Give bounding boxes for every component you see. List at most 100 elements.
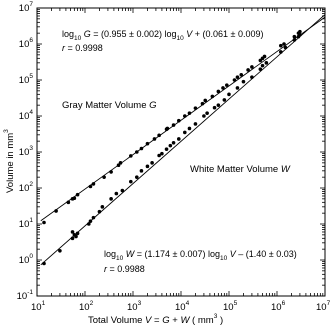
- white-point: [283, 45, 288, 50]
- white-point: [168, 143, 173, 148]
- gray-point: [177, 118, 181, 123]
- y-tick-label: 107: [19, 1, 34, 14]
- white-point: [187, 126, 192, 131]
- axis-ticks: [36, 8, 325, 297]
- white-point: [193, 122, 198, 126]
- white-point: [177, 137, 181, 141]
- y-tick-label: 10-1: [17, 289, 34, 302]
- gray-point: [171, 123, 176, 127]
- white-point: [139, 169, 144, 173]
- gray-point: [298, 29, 302, 34]
- white-point: [205, 111, 209, 115]
- gray-point: [157, 133, 161, 138]
- white-point: [70, 236, 75, 241]
- y-tick-label: 106: [19, 37, 34, 50]
- white-point: [260, 63, 265, 68]
- white-point: [145, 164, 150, 169]
- white-point: [135, 175, 139, 179]
- gray-point: [187, 111, 192, 115]
- gray-point: [279, 43, 283, 48]
- white-point: [222, 98, 227, 102]
- gray-point: [145, 141, 150, 146]
- x-tick-label: 101: [31, 300, 46, 313]
- white-point: [100, 205, 105, 209]
- gray-point: [292, 34, 297, 39]
- white-fit-r: r = 0.9988: [104, 264, 145, 274]
- gray-point: [102, 175, 106, 179]
- white-matter-series-label: White Matter Volume W: [190, 164, 291, 175]
- white-point: [109, 197, 113, 201]
- white-point: [120, 188, 125, 193]
- white-point: [241, 79, 246, 84]
- white-point: [298, 33, 302, 37]
- white-point: [129, 179, 133, 184]
- gray-point: [42, 220, 46, 225]
- x-tick-label: 105: [223, 300, 238, 313]
- gray-point: [200, 101, 205, 106]
- white-point: [150, 161, 154, 165]
- y-tick-labels: 10-1 100 101 102 103 104 105 106 107: [17, 1, 34, 302]
- white-point: [74, 234, 78, 239]
- gray-fit-equation: log10 G = (0.955 ± 0.002) log10 V + (0.0…: [62, 29, 264, 42]
- gray-point: [235, 75, 240, 79]
- gray-point: [75, 192, 80, 197]
- y-tick-label: 100: [19, 253, 34, 266]
- white-point: [42, 261, 46, 266]
- white-point: [58, 249, 62, 253]
- white-point: [227, 92, 231, 97]
- x-tick-label: 107: [316, 300, 330, 313]
- gray-point: [129, 154, 133, 158]
- white-point: [183, 130, 187, 135]
- x-tick-label: 106: [271, 300, 286, 313]
- white-point: [157, 153, 161, 158]
- gray-point: [135, 150, 139, 154]
- white-point: [212, 105, 217, 110]
- x-axis-title: Total Volume V = G + W ( mm3 ): [88, 313, 223, 326]
- x-tick-label: 104: [175, 300, 190, 313]
- gray-point: [262, 54, 267, 59]
- gray-point: [225, 83, 229, 87]
- white-point: [250, 75, 254, 79]
- gray-point: [250, 65, 254, 69]
- gray-point: [203, 98, 208, 103]
- white-point: [292, 38, 297, 42]
- y-tick-label: 104: [19, 109, 34, 122]
- gray-point: [232, 78, 237, 82]
- gray-point: [193, 106, 198, 110]
- gray-point: [221, 86, 225, 90]
- gray-point: [239, 72, 244, 77]
- gray-point: [216, 89, 221, 94]
- white-point: [160, 151, 164, 156]
- gray-point: [91, 182, 96, 186]
- gray-point: [88, 184, 93, 189]
- white-point: [164, 147, 169, 151]
- data-points: [42, 29, 302, 266]
- white-point: [279, 50, 283, 54]
- gray-point: [139, 146, 144, 151]
- gray-fit-r: r = 0.9998: [62, 43, 103, 53]
- y-tick-label: 105: [19, 73, 34, 86]
- white-point: [202, 114, 206, 118]
- gray-point: [54, 209, 58, 213]
- gray-point: [152, 137, 157, 141]
- gray-point: [72, 196, 77, 201]
- gray-matter-series-label: Gray Matter Volume G: [62, 100, 157, 111]
- white-point: [97, 209, 102, 214]
- white-point: [216, 103, 221, 107]
- x-tick-label: 102: [79, 300, 94, 313]
- gray-point: [183, 114, 187, 118]
- white-point: [91, 215, 96, 220]
- x-tick-label: 103: [127, 300, 142, 313]
- y-tick-label: 103: [19, 145, 34, 158]
- white-point: [75, 231, 80, 236]
- white-point: [264, 61, 269, 65]
- gray-point: [165, 126, 170, 131]
- white-point: [70, 230, 75, 234]
- gray-point: [282, 42, 286, 46]
- gray-point: [118, 161, 123, 165]
- white-point: [171, 141, 176, 145]
- gray-point: [66, 200, 71, 205]
- gray-point: [210, 94, 215, 99]
- y-tick-label: 102: [19, 181, 34, 194]
